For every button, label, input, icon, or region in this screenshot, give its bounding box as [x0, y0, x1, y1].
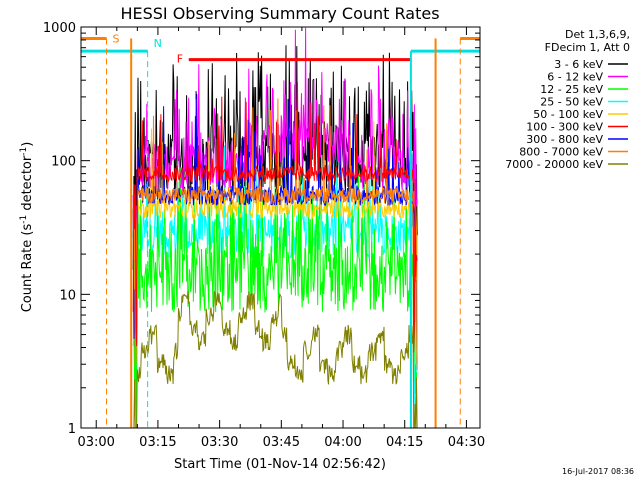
flag-layer: S N F [81, 33, 480, 428]
legend-label: 12 - 25 keV [540, 83, 603, 96]
chart-title: HESSI Observing Summary Count Rates [120, 4, 439, 23]
legend-label: 3 - 6 keV [554, 58, 603, 71]
y-axis-label-superscript: -1 [19, 147, 29, 156]
legend-header-line: Det 1,3,6,9, [565, 28, 630, 41]
series-line [132, 98, 418, 371]
legend-label: 50 - 100 keV [533, 108, 603, 121]
y-tick-label: 10 [59, 288, 76, 303]
x-tick-label: 03:45 [263, 435, 300, 450]
legend-label: 800 - 7000 keV [519, 146, 603, 159]
flag-n-label: N [154, 37, 162, 50]
plot-area: S N F [81, 27, 480, 428]
legend-label: 6 - 12 keV [547, 71, 603, 84]
series-line [132, 121, 418, 365]
legend-label: 300 - 800 keV [526, 133, 603, 146]
legend-label: 7000 - 20000 keV [505, 158, 603, 171]
x-tick-label: 03:30 [201, 435, 238, 450]
legend-header-line: FDecim 1, Att 0 [545, 41, 630, 54]
data-layer [132, 27, 418, 428]
series-line [132, 82, 418, 353]
y-axis-label: Count Rate (s-1 detector-1) [19, 142, 35, 313]
legend-label: 100 - 300 keV [526, 121, 603, 134]
footer-timestamp: 16-Jul-2017 08:36 [562, 467, 634, 476]
y-axis-label-part: ) [20, 142, 35, 147]
y-axis-label-part: Count Rate (s [20, 224, 35, 313]
legend-label: 25 - 50 keV [540, 96, 603, 109]
x-tick-label: 04:15 [386, 435, 423, 450]
legend: Det 1,3,6,9, FDecim 1, Att 0 3 - 6 keV6 … [505, 28, 630, 171]
series-line [133, 290, 418, 428]
flag-s-label: S [113, 33, 120, 46]
y-axis-label-superscript: -1 [19, 215, 29, 224]
flag-f-label: F [177, 53, 183, 66]
axis-layer: 03:00 03:15 03:30 03:45 04:00 04:15 04:30 1 10 10… [43, 21, 485, 450]
plot-frame [80, 26, 481, 429]
x-axis-label: Start Time (01-Nov-14 02:56:42) [174, 457, 386, 472]
x-tick-label: 03:00 [77, 435, 114, 450]
x-tick-label: 03:15 [139, 435, 176, 450]
series-line [132, 45, 418, 333]
y-tick-label: 1 [68, 422, 76, 437]
y-tick-label: 1000 [43, 21, 76, 36]
series-line [132, 27, 418, 309]
y-axis-label-part: detector [20, 155, 35, 215]
x-tick-label: 04:30 [448, 435, 485, 450]
y-tick-label: 100 [51, 155, 76, 170]
x-tick-label: 04:00 [324, 435, 361, 450]
